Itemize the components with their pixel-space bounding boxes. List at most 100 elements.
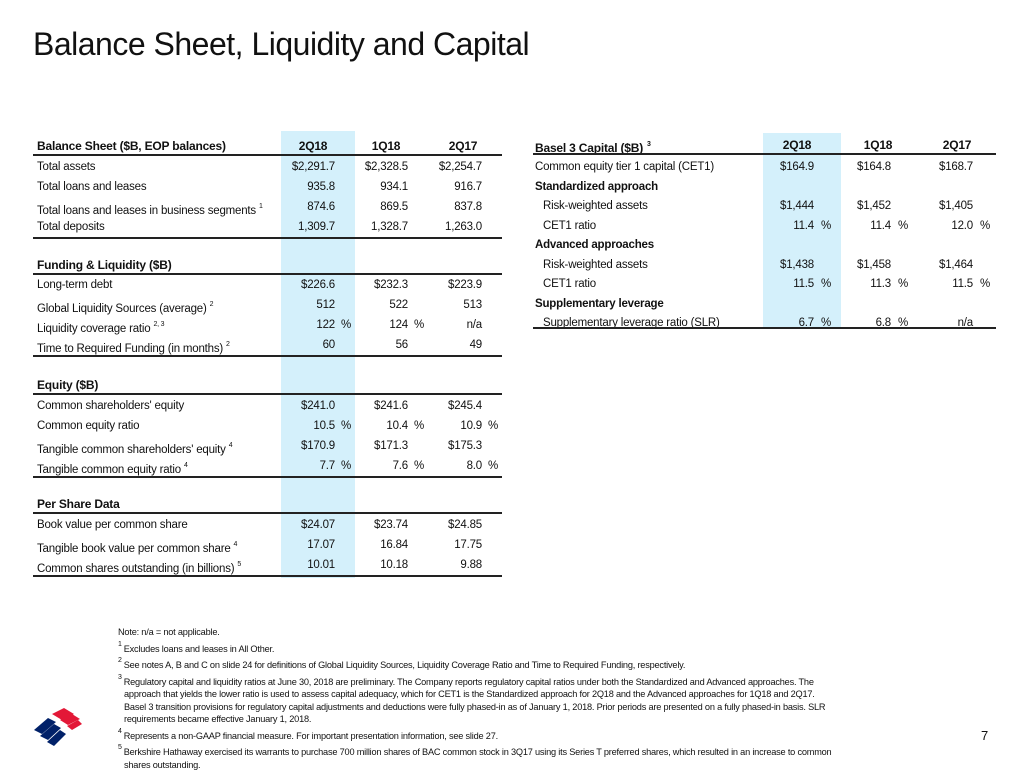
row-label: Supplementary leverage ratio (SLR) — [543, 314, 720, 332]
percent-unit: % — [414, 457, 424, 475]
cell-value: 122 — [316, 316, 335, 334]
row-label-text: Total assets — [37, 161, 95, 173]
cell-value: $2,291.7 — [292, 158, 335, 176]
cell-value: 6.8 — [876, 314, 891, 332]
row-label-text: Common shares outstanding (in billions) — [37, 563, 234, 575]
footnote-ref: 3 — [647, 141, 651, 148]
table-row: Common shares outstanding (in billions)5… — [37, 556, 502, 574]
column-header: 2Q18 — [297, 137, 329, 155]
cell-value: 16.84 — [380, 536, 408, 554]
row-label: Supplementary leverage — [535, 295, 664, 313]
footnote-ref: 1 — [259, 203, 263, 210]
row-label: Standardized approach — [535, 178, 658, 196]
footnote-ref: 4 — [229, 442, 233, 449]
cell-value: 124 — [389, 316, 408, 334]
cell-value: $2,254.7 — [439, 158, 482, 176]
table-row: Total loans and leases in business segme… — [37, 198, 502, 216]
footnote-text: Regulatory capital and liquidity ratios … — [124, 677, 814, 687]
row-label: Total loans and leases — [37, 178, 146, 196]
cell-value: 60 — [323, 336, 335, 354]
cell-value: n/a — [958, 314, 973, 332]
cell-value: 934.1 — [380, 178, 408, 196]
cell-value: 11.4 — [793, 217, 814, 235]
cell-value: 522 — [389, 296, 408, 314]
row-label-text: Total loans and leases — [37, 181, 146, 193]
cell-value: 56 — [396, 336, 408, 354]
percent-unit: % — [341, 316, 351, 334]
cell-value: 513 — [463, 296, 482, 314]
cell-value: $1,464 — [939, 256, 973, 274]
cell-value: $24.07 — [301, 516, 335, 534]
cell-value: $164.8 — [857, 158, 891, 176]
table-row: Book value per common share$24.07$23.74$… — [37, 516, 502, 534]
bank-logo-icon — [30, 708, 82, 750]
cell-value: 1,328.7 — [371, 218, 408, 236]
section-rule — [33, 393, 502, 395]
footnote-ref: 4 — [234, 541, 238, 548]
cell-value: 6.7 — [799, 314, 814, 332]
column-header: 2Q17 — [447, 137, 479, 155]
footnote-number: 1 — [118, 641, 122, 648]
row-label: Total loans and leases in business segme… — [37, 198, 263, 220]
table-row: Common equity tier 1 capital (CET1) $164.… — [535, 158, 995, 176]
cell-value: 10.4 — [386, 417, 408, 435]
section-bottom-rule — [33, 355, 502, 357]
footnote-text: See notes A, B and C on slide 24 for def… — [124, 660, 686, 670]
footnote-text: shares outstanding. — [124, 760, 200, 770]
percent-unit: % — [414, 316, 424, 334]
cell-value: 11.3 — [870, 275, 891, 293]
section-heading-text: Per Share Data — [37, 495, 120, 513]
cell-value: 11.5 — [952, 275, 973, 293]
section-rule — [33, 154, 502, 156]
subsection-heading: Advanced approaches — [535, 236, 995, 254]
cell-value: $170.9 — [301, 437, 335, 455]
row-label: Total deposits — [37, 218, 105, 236]
row-label-text: Common equity ratio — [37, 420, 139, 432]
cell-value: $1,458 — [857, 256, 891, 274]
section-bottom-rule — [533, 327, 996, 329]
table-row: Total assets$2,291.7$2,328.5$2,254.7 — [37, 158, 502, 176]
page-title: Balance Sheet, Liquidity and Capital — [33, 26, 529, 63]
footnote-text: Excludes loans and leases in All Other. — [124, 644, 275, 654]
row-label: Total assets — [37, 158, 95, 176]
percent-unit: % — [341, 417, 351, 435]
footnote-ref: 2, 3 — [153, 321, 164, 328]
cell-value: $241.6 — [374, 397, 408, 415]
cell-value: 10.01 — [307, 556, 335, 574]
row-label: Global Liquidity Sources (average)2 — [37, 296, 213, 318]
row-label-text: Common shareholders' equity — [37, 400, 184, 412]
cell-value: 8.0 — [467, 457, 482, 475]
percent-unit: % — [821, 314, 831, 332]
footnote-text: Basel 3 transition provisions for regula… — [124, 702, 825, 712]
footnote-number: 3 — [118, 674, 122, 681]
row-label: Advanced approaches — [535, 236, 654, 254]
cell-value: n/a — [467, 316, 482, 334]
cell-value: 49 — [470, 336, 482, 354]
percent-unit: % — [341, 457, 351, 475]
section-heading-text: Balance Sheet ($B, EOP balances) — [37, 137, 226, 155]
percent-unit: % — [821, 275, 831, 293]
column-header: 1Q18 — [370, 137, 402, 155]
row-label: Common equity tier 1 capital (CET1) — [535, 158, 714, 176]
footnote-number: 2 — [118, 657, 122, 664]
footnote-text: approach that yields the lower ratio is … — [124, 689, 815, 699]
cell-value: $23.74 — [374, 516, 408, 534]
row-label-text: Book value per common share — [37, 519, 188, 531]
row-label: Risk-weighted assets — [543, 197, 648, 215]
cell-value: $1,452 — [857, 197, 891, 215]
row-label-text: Tangible common shareholders' equity — [37, 444, 226, 456]
footnote-text: Represents a non-GAAP financial measure.… — [124, 731, 498, 741]
table-row: Risk-weighted assets$1,438$1,458$1,464 — [535, 256, 995, 274]
row-label-text: Global Liquidity Sources (average) — [37, 303, 207, 315]
row-label-text: Total deposits — [37, 221, 105, 233]
